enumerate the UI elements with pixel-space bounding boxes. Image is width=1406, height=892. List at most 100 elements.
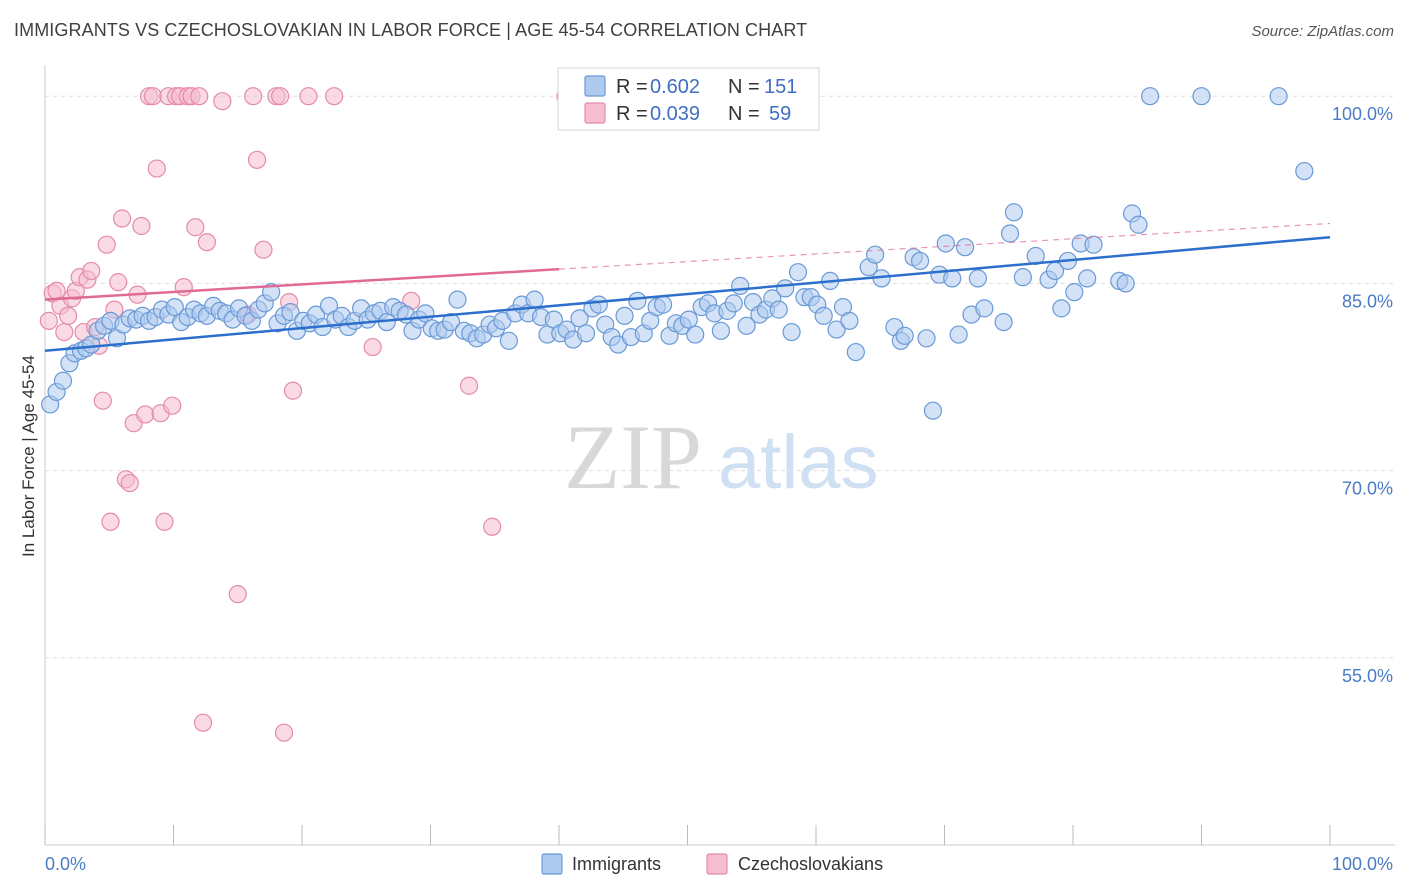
legend-swatch-immigrants — [584, 75, 606, 97]
y-tick-label: 55.0% — [1342, 666, 1393, 686]
czechoslovakians-point — [132, 216, 151, 236]
legend-r-label: R = — [616, 103, 648, 125]
legend-n-value: 59 — [769, 103, 791, 125]
czechoslovakians-point — [136, 405, 155, 424]
czechoslovakians-point — [97, 235, 116, 254]
immigrants-point — [589, 295, 608, 314]
x-tick-label: 0.0% — [45, 854, 86, 874]
immigrants-point — [615, 306, 634, 325]
legend-n-value: 151 — [764, 76, 797, 98]
immigrants-point — [975, 299, 994, 318]
trend-line-dashed-1 — [558, 222, 1331, 270]
immigrants-point — [895, 326, 914, 345]
czechoslovakians-point — [271, 87, 290, 106]
y-tick-label: 70.0% — [1342, 479, 1393, 499]
immigrants-point — [1052, 299, 1071, 318]
czechoslovakians-point — [299, 87, 318, 106]
immigrants-point — [955, 238, 975, 257]
y-axis-title: In Labor Force | Age 45-54 — [19, 355, 38, 557]
czechoslovakians-point — [363, 337, 382, 357]
x-tick-labels: 0.0% 100.0% — [45, 854, 1393, 874]
axes — [44, 65, 1395, 846]
immigrants-point — [737, 316, 756, 335]
immigrants-point — [653, 295, 673, 314]
immigrants-point — [968, 269, 988, 288]
immigrants-point — [936, 234, 955, 253]
immigrants-point — [917, 329, 936, 348]
immigrants-point — [943, 269, 962, 288]
immigrants-point — [776, 279, 795, 298]
czechoslovakians-point — [109, 273, 128, 292]
czechoslovakians-point — [112, 209, 132, 228]
immigrants-point — [1140, 87, 1160, 106]
immigrants-point — [576, 324, 596, 343]
immigrants-point — [628, 291, 647, 310]
immigrants-point — [281, 303, 300, 322]
czechoslovakians-point — [213, 92, 232, 111]
czechoslovakians-point — [483, 517, 502, 536]
czechoslovakians-point — [325, 87, 344, 106]
immigrants-point — [846, 342, 865, 362]
czechoslovakians-points — [39, 87, 575, 742]
czechoslovakians-point — [155, 512, 174, 531]
watermark-atlas: atlas — [718, 420, 879, 505]
immigrants-point — [711, 321, 731, 340]
immigrants-point — [814, 306, 833, 325]
immigrants-point — [679, 310, 698, 329]
legend-r-value: 0.039 — [650, 103, 700, 125]
immigrants-point — [1116, 274, 1135, 293]
czechoslovakians-point — [39, 311, 58, 330]
immigrants-point — [1000, 224, 1020, 243]
immigrants-point — [840, 311, 859, 330]
czechoslovakians-point — [93, 391, 112, 410]
czechoslovakians-point — [197, 233, 217, 252]
czechoslovakians-point — [459, 376, 479, 395]
immigrants-point — [262, 283, 281, 302]
legend-swatch-czechoslovakians — [584, 102, 606, 124]
czechoslovakians-point — [59, 306, 78, 325]
czechoslovakians-point — [228, 585, 247, 604]
series-legend-label-czechoslovakians: Czechoslovakians — [738, 854, 883, 874]
immigrants-point — [570, 309, 589, 328]
x-tick-label: 100.0% — [1332, 854, 1393, 874]
immigrants-point — [1129, 215, 1148, 234]
legend-n-label: N = — [728, 103, 760, 125]
czechoslovakians-point — [274, 723, 294, 742]
immigrants-point — [866, 245, 885, 264]
immigrants-point — [724, 294, 743, 313]
immigrants-point — [448, 290, 467, 309]
immigrants-point — [994, 312, 1013, 332]
immigrants-point — [949, 325, 968, 344]
legend-r-label: R = — [616, 76, 648, 98]
immigrants-point — [1192, 87, 1211, 106]
immigrants-point — [1078, 269, 1097, 288]
series-legend-swatch-czechoslovakians — [706, 853, 728, 875]
immigrants-point — [1295, 161, 1314, 181]
immigrants-point — [165, 298, 184, 317]
immigrants-point — [769, 300, 788, 319]
legend-r-value: 0.602 — [650, 76, 700, 98]
immigrants-point — [923, 401, 943, 420]
immigrants-point — [731, 276, 750, 295]
czechoslovakians-point — [120, 473, 139, 493]
legend-n-label: N = — [728, 76, 760, 98]
immigrants-point — [1084, 235, 1103, 254]
immigrants-point — [1013, 268, 1032, 287]
immigrants-point — [1269, 87, 1288, 106]
watermark-zip: ZIP — [564, 406, 702, 508]
immigrants-point — [525, 290, 544, 309]
czechoslovakians-point — [244, 87, 263, 106]
immigrants-point — [499, 331, 518, 350]
czechoslovakians-point — [47, 281, 66, 300]
czechoslovakians-point — [101, 512, 120, 531]
immigrants-point — [910, 251, 930, 271]
immigrants-point — [1004, 203, 1023, 222]
czechoslovakians-point — [283, 381, 303, 400]
immigrants-points — [41, 87, 1314, 420]
czechoslovakians-point — [174, 278, 193, 297]
source-credit: Source: ZipAtlas.com — [1251, 23, 1394, 40]
czechoslovakians-point — [247, 150, 267, 169]
czechoslovakians-point — [186, 218, 205, 237]
series-legend-label-immigrants: Immigrants — [572, 854, 661, 874]
czechoslovakians-point — [82, 261, 101, 281]
